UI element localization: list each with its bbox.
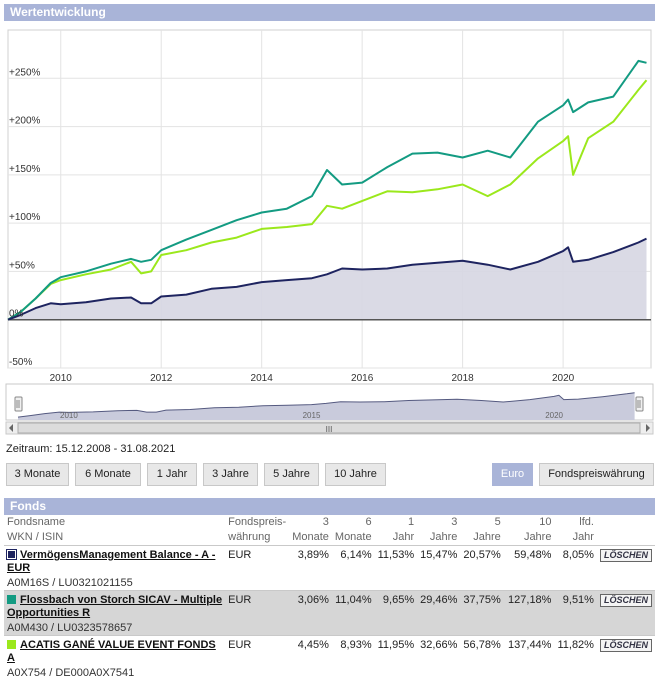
header-ytd: lfd.Jahr <box>554 515 597 546</box>
delete-button[interactable]: LÖSCHEN <box>600 639 652 652</box>
value-10y: 127,18% <box>504 591 555 636</box>
table-row: VermögensManagement Balance - A - EUR A0M… <box>4 546 655 591</box>
value-3m: 3,06% <box>289 591 332 636</box>
fund-currency: EUR <box>225 591 289 636</box>
scrollbar-grip: III <box>326 425 333 434</box>
value-6m: 11,04% <box>332 591 375 636</box>
x-tick-label: 2016 <box>351 373 374 384</box>
chart-canvas: +250% +200% +150% +100% +50% 0% -50% 2010 2012 20… <box>4 22 655 440</box>
value-5y: 37,75% <box>460 591 503 636</box>
value-3y: 15,47% <box>417 546 460 591</box>
fund-currency: EUR <box>225 546 289 591</box>
x-tick-label: 2018 <box>451 373 474 384</box>
panel-title-wertentwicklung: Wertentwicklung <box>4 4 655 21</box>
y-tick-label: -50% <box>9 357 32 368</box>
y-tick-label: 0% <box>9 309 24 320</box>
y-tick-label: +100% <box>9 212 41 223</box>
currency-fund-button[interactable]: Fondspreiswährung <box>539 463 654 486</box>
value-3m: 3,89% <box>289 546 332 591</box>
navigator-tick-label: 2010 <box>60 411 78 420</box>
series-color-swatch <box>7 595 16 604</box>
period-3m-button[interactable]: 3 Monate <box>6 463 69 486</box>
navigator-tick-label: 2020 <box>545 411 563 420</box>
panel-title-fonds: Fonds <box>4 498 655 515</box>
delete-button[interactable]: LÖSCHEN <box>600 549 652 562</box>
fund-name-link[interactable]: ACATIS GANÉ VALUE EVENT FONDS A <box>7 639 216 664</box>
value-1y: 11,95% <box>375 636 418 680</box>
value-5y: 56,78% <box>460 636 503 680</box>
value-5y: 20,57% <box>460 546 503 591</box>
value-ytd: 9,51% <box>554 591 597 636</box>
value-10y: 137,44% <box>504 636 555 680</box>
x-tick-label: 2010 <box>50 373 73 384</box>
x-tick-label: 2014 <box>251 373 274 384</box>
fund-name-link[interactable]: Flossbach von Storch SICAV - Multiple Op… <box>7 594 222 619</box>
value-ytd: 11,82% <box>554 636 597 680</box>
fund-isin: A0M16S / LU0321021155 <box>7 577 222 590</box>
series-color-swatch <box>7 640 16 649</box>
header-currency: Fondspreis-währung <box>225 515 289 546</box>
value-3y: 29,46% <box>417 591 460 636</box>
y-tick-label: +200% <box>9 116 41 127</box>
value-1y: 11,53% <box>375 546 418 591</box>
zeitraum-label: Zeitraum: 15.12.2008 - 31.08.2021 <box>6 443 175 455</box>
y-tick-label: +150% <box>9 164 41 175</box>
value-3m: 4,45% <box>289 636 332 680</box>
fund-name-link[interactable]: VermögensManagement Balance - A - EUR <box>7 549 215 574</box>
period-10y-button[interactable]: 10 Jahre <box>325 463 386 486</box>
table-row: ACATIS GANÉ VALUE EVENT FONDS A A0X754 / … <box>4 636 655 680</box>
table-row: Flossbach von Storch SICAV - Multiple Op… <box>4 591 655 636</box>
x-tick-label: 2020 <box>552 373 575 384</box>
value-3y: 32,66% <box>417 636 460 680</box>
series-color-swatch <box>7 550 16 559</box>
value-6m: 8,93% <box>332 636 375 680</box>
value-1y: 9,65% <box>375 591 418 636</box>
y-tick-label: +250% <box>9 67 41 78</box>
y-tick-label: +50% <box>9 260 35 271</box>
period-6m-button[interactable]: 6 Monate <box>75 463 141 486</box>
navigator-scrollbar[interactable]: III <box>6 422 653 434</box>
value-10y: 59,48% <box>504 546 555 591</box>
navigator-handle[interactable] <box>636 397 643 411</box>
value-ytd: 8,05% <box>554 546 597 591</box>
fund-isin: A0M430 / LU0323578657 <box>7 622 222 635</box>
performance-chart: +250% +200% +150% +100% +50% 0% -50% 2010 2012 20… <box>4 22 655 440</box>
navigator-handle[interactable] <box>15 397 22 411</box>
x-tick-label: 2012 <box>150 373 173 384</box>
currency-euro-button[interactable]: Euro <box>492 463 533 486</box>
fund-isin: A0X754 / DE000A0X7541 <box>7 667 222 680</box>
header-actions <box>597 515 655 546</box>
value-6m: 6,14% <box>332 546 375 591</box>
period-5y-button[interactable]: 5 Jahre <box>264 463 319 486</box>
navigator-tick-label: 2015 <box>303 411 321 420</box>
period-3y-button[interactable]: 3 Jahre <box>203 463 258 486</box>
delete-button[interactable]: LÖSCHEN <box>600 594 652 607</box>
period-1y-button[interactable]: 1 Jahr <box>147 463 197 486</box>
fund-currency: EUR <box>225 636 289 680</box>
